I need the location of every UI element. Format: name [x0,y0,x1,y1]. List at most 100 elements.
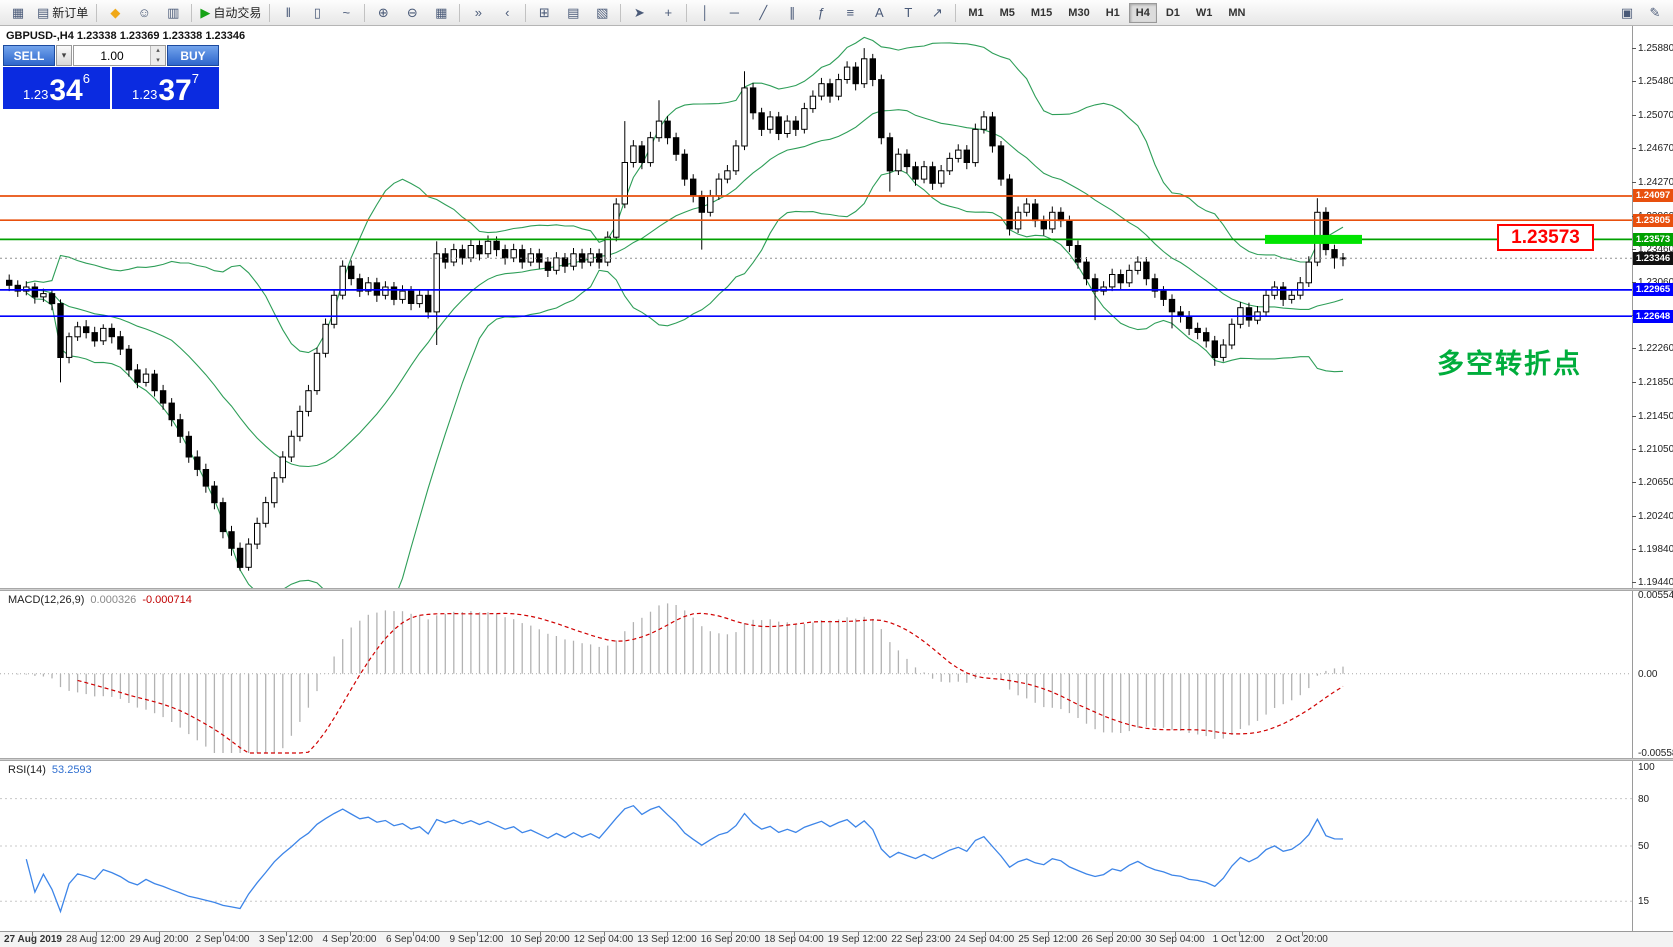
tile-windows-button[interactable]: ▦ [427,2,455,24]
auto-scroll-icon: » [474,5,482,20]
fibonacci-icon: ƒ [817,5,825,20]
turning-point-annotation[interactable]: 多空转折点 [1437,349,1582,379]
bar-chart-button[interactable]: ‖ [274,2,302,24]
templates-button[interactable]: ▧ [588,2,616,24]
zoom-in-button[interactable]: ⊕ [369,2,397,24]
timeframe-m1-button[interactable]: M1 [968,6,984,19]
rsi-panel[interactable] [0,761,1632,931]
equidistant-channel-button[interactable]: ∥ [778,2,806,24]
new-chart-button[interactable]: ▦ [4,2,32,24]
candlestick-chart-button[interactable]: ▯ [303,2,331,24]
price-axis-tick [1632,415,1636,417]
zoom-out-icon: ⊖ [406,4,418,20]
toolbar-right-group: ▣ ✎ [1613,2,1669,24]
toolbar-separator [269,3,271,22]
time-axis-tick [603,932,605,936]
timeframe-mn-button[interactable]: MN [1228,6,1246,19]
cursor-icon: ➤ [633,4,645,20]
sell-button[interactable]: SELL [3,45,55,66]
time-axis-label: 13 Sep 12:00 [637,934,697,945]
timeframe-d1-button[interactable]: D1 [1165,6,1180,19]
macd-panel[interactable] [0,591,1632,758]
vertical-line-button[interactable]: │ [691,2,719,24]
time-axis-tick [32,932,33,936]
time-scale[interactable]: 27 Aug 2019 28 Aug 12:00 29 Aug 20:00 2 Sep… [0,931,1673,947]
timeframe-w1-button[interactable]: W1 [1195,6,1213,19]
time-axis-label: 4 Sep 20:00 [322,934,377,945]
cursor-button[interactable]: ➤ [625,2,653,24]
auto-scroll-button[interactable]: » [464,2,492,24]
text-icon: A [874,5,884,20]
macd-main-value: 0.000326 [90,594,137,606]
volume-input[interactable] [74,46,150,65]
sell-price-big: 34 [49,74,83,107]
bar-chart-icon: ‖ [285,5,292,20]
time-axis-tick [95,932,97,936]
time-axis-label: 19 Sep 12:00 [827,934,888,945]
rsi-axis-label: 50 [1638,841,1650,852]
buy-button[interactable]: BUY [167,45,219,66]
timeframe-h4-button[interactable]: H4 [1128,2,1157,23]
candlestick-chart[interactable] [0,26,1632,588]
line-chart-button[interactable]: ~ [332,2,360,24]
rsi-value: 53.2593 [51,764,92,776]
window-list-button[interactable]: ▣ [1613,2,1641,24]
panel-separator[interactable] [0,758,1673,761]
price-axis-label: 1.19840 [1638,544,1673,556]
candles[interactable] [6,48,1347,571]
bollinger-upper-band [26,36,1344,354]
one-click-dropdown-button[interactable]: ▾ [56,45,72,66]
symbol-ohlc-text: GBPUSD-,H4 1.23338 1.23369 1.23338 1.233… [6,30,246,42]
zoom-out-button[interactable]: ⊖ [398,2,426,24]
new-order-button[interactable]: ▤ 新订单 [33,2,92,24]
volume-field: ▴ ▾ [73,45,166,66]
buy-price-pip: 7 [191,71,199,86]
time-axis-label: 10 Sep 20:00 [510,934,570,945]
time-axis-tick [1302,932,1303,936]
periods-icon: ▤ [567,4,580,20]
price-axis-label: 1.21050 [1638,443,1673,455]
market-watch-button[interactable]: ▥ [159,2,187,24]
autotrading-button[interactable]: ▶ 自动交易 [196,2,265,24]
volume-down-button[interactable]: ▾ [151,55,165,65]
time-axis-label: 2 Sep 04:00 [195,934,250,945]
timeframe-h1-button[interactable]: H1 [1105,6,1120,19]
profile-button[interactable]: ☺ [130,2,158,24]
trendline-button[interactable]: ╱ [749,2,777,24]
drawing-list-button[interactable]: ≡ [836,2,864,24]
timeframe-m15-button[interactable]: M15 [1030,6,1053,19]
price-axis-label: 1.24270 [1638,176,1673,188]
edit-button[interactable]: ✎ [1641,2,1669,24]
price-annotation-box[interactable]: 1.23573 [1497,224,1594,251]
price-axis-tick [1632,181,1636,183]
periods-button[interactable]: ▤ [559,2,587,24]
chart-shift-button[interactable]: ‹ [493,2,521,24]
buy-price-button[interactable]: 1.23 37 7 [112,67,219,109]
crosshair-button[interactable]: + [654,2,682,24]
time-axis-label: 6 Sep 04:00 [386,934,440,945]
timeframe-m30-button[interactable]: M30 [1068,6,1090,19]
price-axis-label: 1.24670 [1638,143,1673,155]
market-watch-icon: ▥ [167,4,180,20]
time-axis-tick [1048,932,1049,936]
buy-price-small: 1.23 [132,87,158,102]
channel-icon: ∥ [789,4,796,20]
arrows-button[interactable]: ↗ [923,2,951,24]
volume-up-button[interactable]: ▴ [151,46,165,56]
one-click-trading-panel: SELL ▾ ▴ ▾ BUY 1.23 34 6 1.23 37 7 [3,45,219,109]
indicators-button[interactable]: ⊞ [530,2,558,24]
time-axis-label: 28 Aug 12:00 [66,934,125,945]
panel-separator[interactable] [0,588,1673,591]
macd-histogram [17,603,1344,753]
text-button[interactable]: A [865,2,893,24]
metaeditor-button[interactable]: ◆ [101,2,129,24]
highlighted-segment[interactable] [1265,234,1362,244]
price-line-badge: 1.23346 [1633,251,1673,265]
price-axis-label: 1.21450 [1638,410,1673,422]
horizontal-line-button[interactable]: ─ [720,2,748,24]
profile-icon: ☺ [137,5,151,20]
fibonacci-button[interactable]: ƒ [807,2,835,24]
text-label-button[interactable]: T [894,2,922,24]
timeframe-m5-button[interactable]: M5 [999,6,1015,19]
sell-price-button[interactable]: 1.23 34 6 [3,67,110,109]
